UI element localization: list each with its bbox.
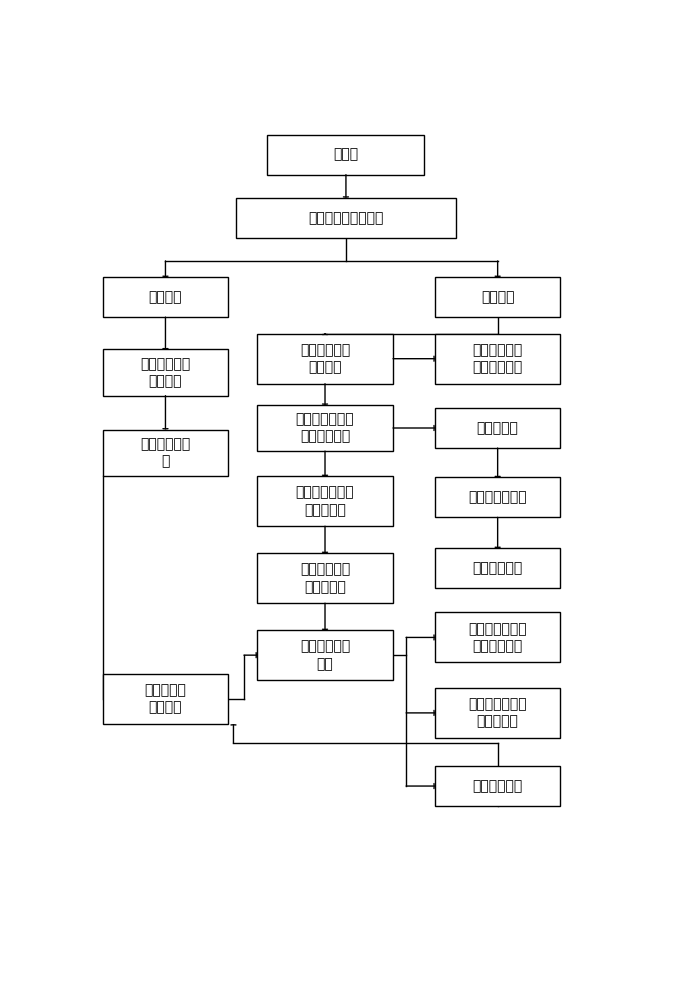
Text: 水泥厂做生料: 水泥厂做生料 bbox=[472, 561, 522, 575]
Bar bbox=[257, 630, 393, 680]
Bar bbox=[435, 766, 560, 806]
Text: 铁含量高的尾砂: 铁含量高的尾砂 bbox=[468, 490, 527, 504]
Text: 代替砂子用于
建材制品: 代替砂子用于 建材制品 bbox=[140, 357, 190, 388]
Bar bbox=[435, 688, 560, 738]
Bar bbox=[435, 612, 560, 662]
Text: 预拌干混砂浆: 预拌干混砂浆 bbox=[472, 779, 522, 793]
Bar bbox=[435, 408, 560, 448]
Text: 用作混凝土超细
矿物掺合料: 用作混凝土超细 矿物掺合料 bbox=[468, 697, 527, 729]
Text: 用作水泥混合材
制备成品水泥: 用作水泥混合材 制备成品水泥 bbox=[468, 622, 527, 653]
Bar bbox=[103, 349, 228, 396]
Text: 通过选矿技术
进行脱硫: 通过选矿技术 进行脱硫 bbox=[300, 343, 350, 374]
Bar bbox=[435, 334, 560, 384]
Text: 筛下部分: 筛下部分 bbox=[481, 290, 514, 304]
Text: 铁含量低、硅含
量高的尾砂: 铁含量低、硅含 量高的尾砂 bbox=[296, 486, 354, 517]
Bar bbox=[257, 553, 393, 603]
Text: 开山废石制
备机制砂: 开山废石制 备机制砂 bbox=[144, 683, 186, 715]
Bar bbox=[435, 548, 560, 588]
Text: 机械、化学方
法激发活性: 机械、化学方 法激发活性 bbox=[300, 562, 350, 594]
Bar bbox=[435, 277, 560, 317]
Text: 免烧尾矿渣掺
合料: 免烧尾矿渣掺 合料 bbox=[300, 640, 350, 671]
Bar bbox=[257, 476, 393, 526]
Text: 尾矿砂: 尾矿砂 bbox=[333, 148, 358, 162]
Text: 通过选矿技术进
一步的分选铁: 通过选矿技术进 一步的分选铁 bbox=[296, 412, 354, 444]
Bar bbox=[103, 277, 228, 317]
Bar bbox=[236, 198, 456, 238]
Text: 筛上部分: 筛上部分 bbox=[148, 290, 182, 304]
Text: 剩余的细砂: 剩余的细砂 bbox=[477, 421, 518, 435]
Bar bbox=[103, 430, 228, 476]
Bar bbox=[103, 674, 228, 724]
Bar bbox=[257, 405, 393, 451]
Bar bbox=[267, 135, 425, 175]
Text: 选出的硫精矿
作为产品出售: 选出的硫精矿 作为产品出售 bbox=[472, 343, 522, 374]
Bar bbox=[435, 477, 560, 517]
Text: 加气混凝土砌
块: 加气混凝土砌 块 bbox=[140, 437, 190, 468]
Text: 一定的粒径进行筛分: 一定的粒径进行筛分 bbox=[308, 211, 383, 225]
Bar bbox=[257, 334, 393, 384]
